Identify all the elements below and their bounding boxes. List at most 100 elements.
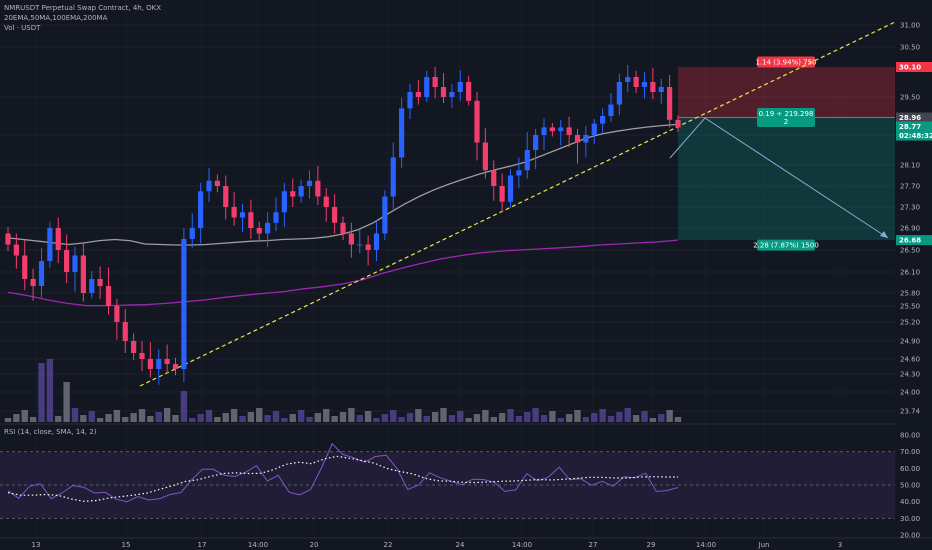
volume-bar [674, 417, 682, 422]
chart-title: NMRUSDT Perpetual Swap Contract, 4h, OKX [4, 4, 162, 12]
time-tick: 15 [122, 541, 131, 549]
volume-bar [297, 410, 305, 422]
volume-bar [88, 411, 95, 422]
price-tick: 26.90 [900, 225, 920, 233]
volume-bar [331, 416, 338, 422]
candle-body [172, 364, 179, 369]
price-tick: 27.30 [900, 204, 920, 212]
volume-bar [607, 416, 615, 422]
candle-body [357, 244, 363, 246]
volume-bar [641, 411, 648, 422]
volume-bar [457, 411, 464, 422]
projection-arrowhead [880, 231, 888, 238]
volume-bar [498, 413, 506, 422]
time-tick: 14:00 [512, 541, 532, 549]
volume-bar [423, 416, 430, 422]
projection-path[interactable] [669, 117, 889, 239]
projection-line [669, 117, 889, 239]
candle-body [390, 157, 396, 197]
candle-body [13, 244, 19, 256]
candle-body [30, 279, 36, 286]
candle-body [122, 322, 128, 341]
volume-bar [381, 414, 389, 422]
volume-bar [524, 412, 531, 422]
volume-bar [398, 417, 405, 422]
volume-bar [616, 412, 623, 422]
candle-body [189, 228, 195, 239]
price-axis-bg [896, 0, 932, 550]
price-tick: 24.90 [900, 338, 920, 346]
rsi-tick: 50.00 [900, 482, 920, 490]
time-axis[interactable]: 13 15 17 14:00 20 22 24 14:00 27 29 14:00 Jun 3 [0, 537, 932, 549]
time-tick: 29 [647, 541, 656, 549]
price-tick: 25.50 [900, 303, 920, 311]
volume-bar [4, 418, 12, 422]
volume-bar [289, 414, 296, 422]
candle-body [449, 92, 455, 97]
candle-body [440, 87, 447, 97]
candle-body [273, 212, 279, 223]
candle-body [549, 127, 555, 132]
candle-body [541, 127, 547, 135]
volume-bar [532, 408, 539, 422]
volume-bar [415, 409, 422, 422]
candle-body [591, 123, 597, 135]
volume-bar [390, 410, 397, 422]
candle-body [382, 196, 388, 234]
price-axis[interactable]: 31.0030.5029.5028.5028.1027.7027.3026.90… [896, 0, 932, 550]
time-tick: 22 [384, 541, 393, 549]
candle-body [658, 87, 664, 92]
time-tick: 3 [838, 541, 842, 549]
volume-bar [163, 408, 171, 422]
stop-price-tag: 30.10 [899, 64, 921, 72]
candle-body [332, 207, 338, 223]
candle-body [298, 186, 304, 197]
last-price-tag: 28.77 [899, 123, 921, 131]
volume-bar [473, 414, 481, 422]
volume-bar [574, 410, 581, 422]
volume-bar [46, 359, 54, 422]
target-price-tag: 26.68 [899, 237, 921, 245]
volume-bar [658, 414, 665, 422]
price-tick: 29.50 [900, 94, 920, 102]
candle-body [482, 142, 488, 171]
volume-bar [482, 410, 489, 422]
time-tick: 14:00 [248, 541, 268, 549]
candle-body [156, 359, 162, 369]
candle-body [491, 170, 497, 186]
candle-body [105, 286, 112, 306]
grid [0, 24, 895, 412]
volume-bar [189, 418, 196, 422]
candle-body [72, 255, 78, 272]
volume-bar [582, 417, 590, 422]
candle-body [38, 261, 45, 286]
volume-bar [591, 413, 598, 422]
rsi-tick: 70.00 [900, 448, 920, 456]
candle-body [499, 186, 505, 202]
candle-body [399, 108, 405, 158]
ma-line-200ma [7, 239, 679, 307]
candle-body [466, 82, 472, 101]
volume-bar [38, 363, 45, 422]
volume-bar [239, 416, 246, 422]
volume-bar [71, 408, 79, 422]
candle-body [558, 127, 564, 132]
candle-body [265, 222, 271, 234]
volume-bar [323, 409, 330, 422]
candle-body [80, 255, 86, 293]
rsi-tick: 30.00 [900, 515, 920, 523]
volume-bar [96, 418, 104, 422]
rsi-sma-line [7, 455, 678, 502]
volume-bar [264, 415, 271, 422]
candle-body [474, 100, 480, 143]
target-label-text: 2.28 (7.87%) 1500 [753, 242, 819, 250]
price-tick: 23.74 [900, 408, 921, 416]
entry-label-text: 0.19 ÷ 219.298 [759, 110, 814, 118]
countdown-tag: 02:48:32 [899, 132, 932, 140]
candle-body [198, 191, 204, 228]
target-label-box [757, 239, 815, 251]
candle-body [373, 233, 380, 250]
volume-bar [549, 411, 556, 422]
